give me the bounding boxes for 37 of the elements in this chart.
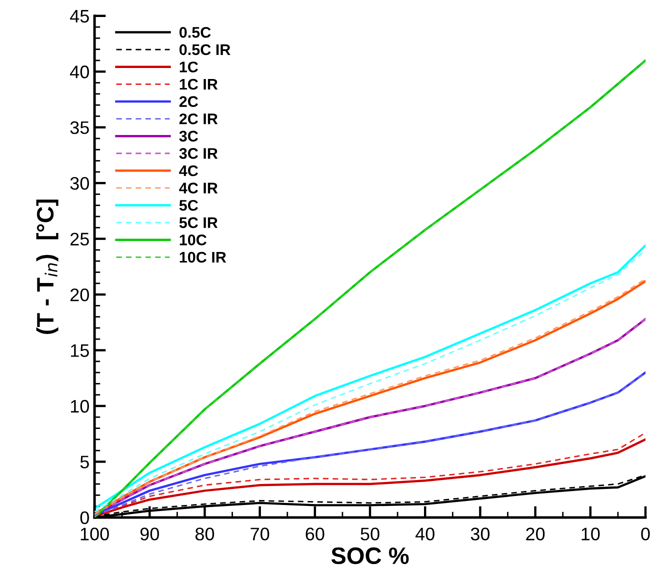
- y-tick-label: 30: [70, 177, 89, 190]
- x-tick-label: 60: [306, 528, 324, 540]
- legend-label: 2C IR: [179, 113, 218, 124]
- legend-label: 2C: [179, 96, 198, 107]
- x-tick-label: 30: [470, 528, 490, 540]
- x-tick-label: 90: [140, 528, 159, 540]
- legend-label: 1C: [180, 62, 198, 72]
- y-tick-label: 25: [70, 232, 89, 246]
- x-tick-label: 80: [195, 528, 214, 540]
- y-tick-label: 0: [80, 511, 89, 524]
- legend-label: 3C IR: [179, 148, 218, 159]
- legend-label: 10C: [180, 234, 206, 246]
- legend-label: 4C IR: [179, 182, 218, 194]
- x-tick-label: 20: [526, 528, 545, 540]
- legend-label: 1C IR: [180, 78, 218, 90]
- y-tick-label: 10: [70, 400, 89, 413]
- y-tick-label: 15: [70, 344, 89, 357]
- x-tick-label: 50: [360, 528, 380, 540]
- legend-label: 0.5C: [179, 26, 211, 38]
- x-tick-label: 0: [641, 528, 650, 540]
- legend-label: 10C IR: [180, 252, 226, 263]
- x-tick-label: 40: [415, 528, 434, 540]
- y-tick-label: 40: [70, 66, 89, 78]
- x-axis-title: SOC %: [331, 547, 409, 564]
- y-axis-title: (T - T$_{in}$) [°C]: [36, 200, 58, 334]
- legend-label: 5C IR: [179, 217, 218, 228]
- legend-label: 4C: [179, 165, 198, 176]
- x-tick-label: 10: [582, 528, 600, 540]
- y-tick-label: 35: [70, 121, 89, 134]
- y-tick-label: 45: [70, 10, 89, 23]
- legend-label: 3C: [179, 130, 198, 142]
- x-tick-label: 70: [250, 528, 270, 540]
- y-tick-label: 5: [80, 456, 89, 468]
- y-tick-label: 20: [70, 288, 89, 302]
- x-tick-label: 100: [80, 528, 109, 540]
- legend-label: 0.5C IR: [179, 44, 230, 56]
- legend-label: 5C: [179, 200, 198, 211]
